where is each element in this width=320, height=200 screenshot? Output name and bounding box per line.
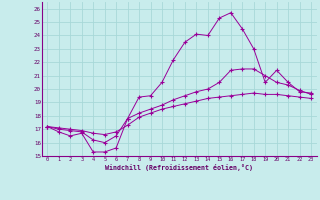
X-axis label: Windchill (Refroidissement éolien,°C): Windchill (Refroidissement éolien,°C) [105,164,253,171]
